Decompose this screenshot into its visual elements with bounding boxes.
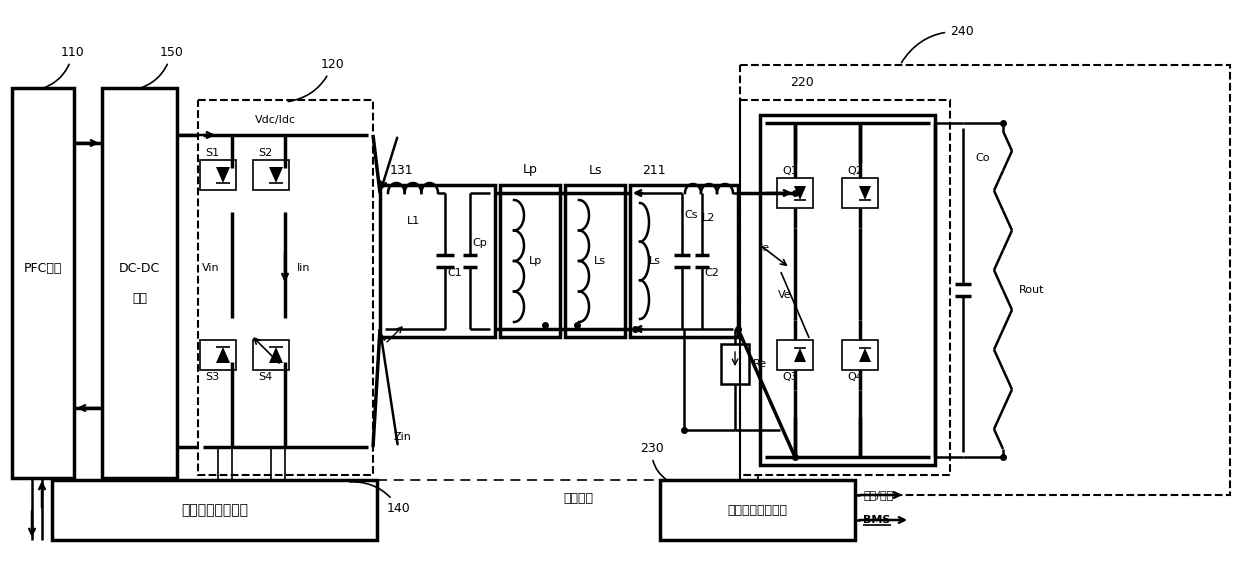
Bar — [721, 344, 750, 384]
Text: Ls: Ls — [593, 256, 606, 266]
Text: 240: 240 — [902, 25, 974, 63]
Bar — [565, 185, 624, 337]
Polygon shape — [216, 167, 230, 183]
Bar — [198, 100, 373, 475]
Text: Ie: Ie — [760, 243, 771, 253]
Text: BMS: BMS — [864, 515, 891, 525]
Bar — [102, 88, 177, 478]
Polygon shape — [794, 348, 807, 362]
Bar — [380, 185, 496, 337]
Text: Lp: Lp — [528, 256, 541, 266]
Text: 211: 211 — [642, 164, 665, 177]
Text: L1: L1 — [406, 216, 420, 226]
Bar — [777, 178, 813, 208]
Text: Vdc/Idc: Vdc/Idc — [255, 115, 296, 125]
Bar — [501, 185, 560, 337]
Text: Cs: Cs — [684, 210, 698, 220]
Bar — [777, 340, 813, 370]
Text: 基建采样控制电路: 基建采样控制电路 — [181, 503, 248, 517]
Text: C2: C2 — [704, 268, 719, 278]
Text: Ls: Ls — [589, 164, 602, 177]
Text: S3: S3 — [204, 372, 219, 382]
Text: PFC电路: PFC电路 — [24, 262, 62, 275]
Text: 220: 220 — [790, 76, 814, 89]
Bar — [12, 88, 74, 478]
Text: 131: 131 — [390, 164, 414, 177]
Text: 110: 110 — [41, 46, 84, 89]
Text: Iin: Iin — [297, 263, 311, 273]
Text: S1: S1 — [204, 148, 219, 158]
Text: Q4: Q4 — [847, 372, 862, 382]
Text: Ve: Ve — [778, 290, 792, 300]
Bar — [740, 100, 950, 475]
Text: S4: S4 — [258, 372, 273, 382]
Text: Q3: Q3 — [782, 372, 798, 382]
Text: Q2: Q2 — [847, 166, 862, 176]
Polygon shape — [269, 347, 282, 363]
Text: 140: 140 — [349, 482, 411, 515]
Text: Q1: Q1 — [782, 166, 798, 176]
Bar — [843, 178, 878, 208]
Bar — [760, 115, 935, 465]
Text: S2: S2 — [258, 148, 273, 158]
Text: Lp: Lp — [523, 164, 538, 177]
Text: 电压/电流: 电压/电流 — [864, 490, 893, 500]
Bar — [843, 340, 878, 370]
Bar — [253, 160, 289, 190]
Text: Co: Co — [975, 153, 990, 163]
Text: 230: 230 — [641, 442, 668, 481]
Text: Cp: Cp — [472, 238, 487, 248]
Text: C1: C1 — [447, 268, 462, 278]
Bar — [52, 480, 377, 540]
Bar — [740, 65, 1230, 495]
Text: Re: Re — [753, 359, 767, 369]
Text: DC-DC: DC-DC — [119, 262, 160, 275]
Polygon shape — [269, 167, 282, 183]
Bar — [629, 185, 738, 337]
Text: Zin: Zin — [393, 432, 411, 442]
Polygon shape — [859, 186, 871, 200]
Text: Ls: Ls — [649, 256, 660, 266]
Polygon shape — [859, 348, 871, 362]
Text: Rout: Rout — [1018, 285, 1044, 295]
Text: 120: 120 — [289, 58, 344, 102]
Text: 150: 150 — [138, 46, 183, 89]
Text: Vin: Vin — [202, 263, 221, 273]
Text: 电路: 电路 — [133, 292, 147, 305]
Bar — [660, 480, 855, 540]
Bar — [199, 340, 235, 370]
Bar — [199, 160, 235, 190]
Polygon shape — [794, 186, 807, 200]
Polygon shape — [216, 347, 230, 363]
Text: L2: L2 — [703, 213, 716, 223]
Bar — [253, 340, 289, 370]
Text: 无线通讯: 无线通讯 — [564, 491, 593, 505]
Text: 车载检测控制电路: 车载检测控制电路 — [727, 504, 788, 517]
